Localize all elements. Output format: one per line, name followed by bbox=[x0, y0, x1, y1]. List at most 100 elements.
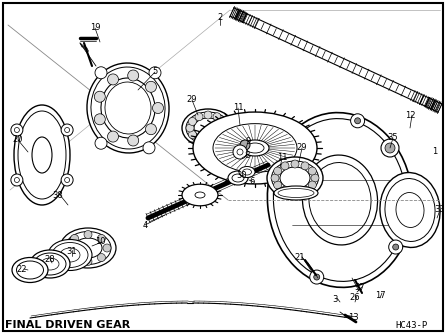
Ellipse shape bbox=[87, 63, 169, 153]
Circle shape bbox=[301, 186, 309, 194]
Circle shape bbox=[274, 181, 282, 189]
Circle shape bbox=[311, 174, 319, 182]
Ellipse shape bbox=[105, 82, 151, 134]
Ellipse shape bbox=[101, 78, 155, 138]
Text: 33: 33 bbox=[434, 205, 446, 214]
Text: 17: 17 bbox=[375, 291, 385, 300]
Ellipse shape bbox=[194, 118, 222, 138]
Text: 3: 3 bbox=[332, 296, 338, 305]
Circle shape bbox=[204, 111, 212, 119]
Ellipse shape bbox=[182, 184, 218, 206]
Ellipse shape bbox=[32, 137, 52, 173]
Circle shape bbox=[145, 81, 157, 92]
Ellipse shape bbox=[241, 140, 269, 156]
Circle shape bbox=[107, 131, 119, 142]
Circle shape bbox=[204, 137, 212, 145]
Circle shape bbox=[95, 67, 107, 79]
Circle shape bbox=[149, 67, 161, 79]
Circle shape bbox=[61, 124, 73, 136]
Text: 9: 9 bbox=[245, 138, 251, 147]
Ellipse shape bbox=[267, 113, 413, 287]
Circle shape bbox=[385, 143, 395, 153]
Circle shape bbox=[351, 114, 364, 128]
Text: 37: 37 bbox=[355, 284, 365, 293]
Ellipse shape bbox=[195, 192, 205, 198]
Circle shape bbox=[281, 186, 289, 194]
Ellipse shape bbox=[232, 174, 244, 182]
Ellipse shape bbox=[74, 238, 102, 258]
Circle shape bbox=[308, 181, 316, 189]
Text: 11: 11 bbox=[233, 104, 243, 113]
Circle shape bbox=[213, 113, 221, 121]
Circle shape bbox=[61, 174, 73, 186]
Circle shape bbox=[97, 234, 105, 242]
Text: 29: 29 bbox=[187, 96, 197, 105]
Circle shape bbox=[143, 142, 155, 154]
Ellipse shape bbox=[278, 188, 314, 197]
Circle shape bbox=[128, 70, 139, 81]
Circle shape bbox=[269, 165, 283, 179]
Text: 21: 21 bbox=[295, 254, 305, 263]
Ellipse shape bbox=[193, 112, 317, 184]
Circle shape bbox=[14, 128, 19, 133]
Circle shape bbox=[195, 113, 203, 121]
Circle shape bbox=[94, 114, 105, 125]
Text: 8: 8 bbox=[244, 151, 250, 160]
Circle shape bbox=[188, 131, 196, 139]
Circle shape bbox=[103, 244, 111, 252]
Ellipse shape bbox=[273, 119, 407, 282]
Text: 1: 1 bbox=[432, 148, 438, 157]
Ellipse shape bbox=[272, 161, 318, 195]
Ellipse shape bbox=[243, 169, 252, 175]
Ellipse shape bbox=[41, 258, 59, 270]
Circle shape bbox=[314, 274, 320, 280]
Circle shape bbox=[65, 244, 73, 252]
Circle shape bbox=[240, 140, 250, 150]
Ellipse shape bbox=[17, 261, 44, 279]
Circle shape bbox=[308, 167, 316, 175]
Ellipse shape bbox=[246, 143, 264, 153]
Circle shape bbox=[213, 135, 221, 143]
Circle shape bbox=[237, 149, 243, 155]
Ellipse shape bbox=[186, 112, 230, 144]
Text: 20: 20 bbox=[13, 136, 23, 145]
Ellipse shape bbox=[213, 124, 297, 172]
Circle shape bbox=[233, 145, 247, 159]
Ellipse shape bbox=[267, 157, 323, 199]
Ellipse shape bbox=[34, 253, 66, 275]
Circle shape bbox=[291, 188, 299, 196]
Circle shape bbox=[291, 160, 299, 168]
Circle shape bbox=[94, 91, 105, 102]
Circle shape bbox=[389, 240, 403, 254]
Text: 6: 6 bbox=[249, 177, 255, 186]
Circle shape bbox=[14, 177, 19, 182]
Ellipse shape bbox=[65, 231, 111, 265]
Ellipse shape bbox=[239, 167, 255, 177]
Circle shape bbox=[355, 118, 361, 124]
Ellipse shape bbox=[52, 242, 88, 268]
Text: 31: 31 bbox=[67, 247, 77, 257]
Ellipse shape bbox=[309, 163, 371, 237]
Circle shape bbox=[11, 124, 23, 136]
Text: 10: 10 bbox=[95, 237, 105, 246]
Circle shape bbox=[84, 258, 92, 266]
Ellipse shape bbox=[182, 109, 234, 147]
Circle shape bbox=[145, 124, 157, 135]
Ellipse shape bbox=[14, 105, 70, 205]
Text: 11: 11 bbox=[277, 154, 287, 163]
Ellipse shape bbox=[91, 67, 165, 149]
Ellipse shape bbox=[302, 155, 378, 245]
Ellipse shape bbox=[228, 171, 248, 185]
Text: 26: 26 bbox=[350, 294, 360, 303]
Text: 38: 38 bbox=[53, 190, 63, 199]
Text: 22: 22 bbox=[17, 266, 27, 275]
Ellipse shape bbox=[30, 250, 70, 278]
Circle shape bbox=[97, 254, 105, 262]
Text: FINAL DRIVEN GEAR: FINAL DRIVEN GEAR bbox=[5, 320, 130, 330]
Text: 19: 19 bbox=[90, 23, 100, 32]
Ellipse shape bbox=[12, 258, 48, 283]
Circle shape bbox=[274, 167, 282, 175]
Circle shape bbox=[381, 139, 399, 157]
Circle shape bbox=[65, 177, 70, 182]
Text: 30: 30 bbox=[237, 170, 248, 179]
